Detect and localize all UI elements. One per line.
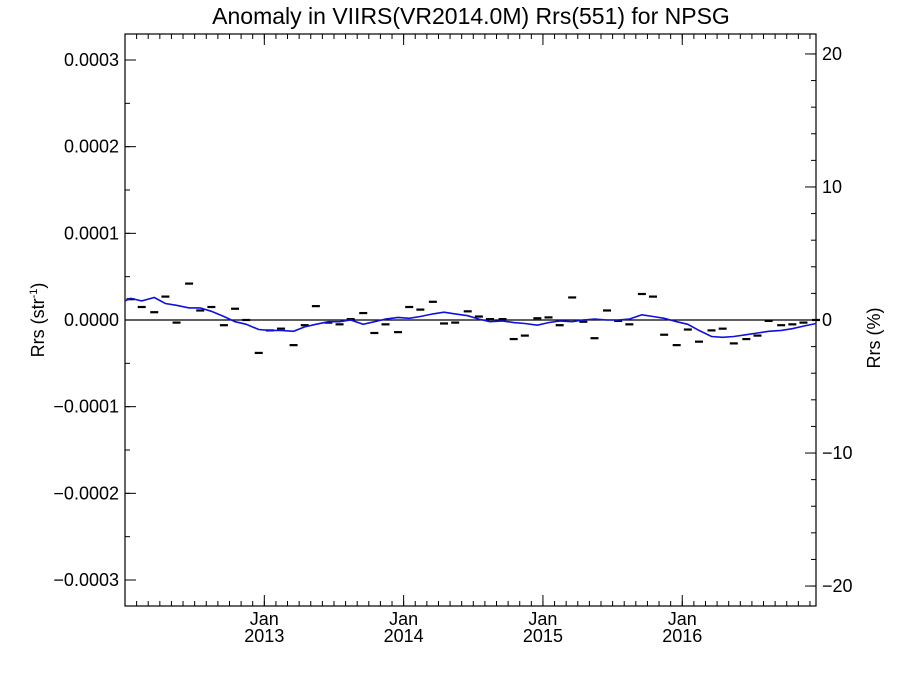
y2-tick-label: 0 <box>822 310 832 330</box>
x-tick-year-label: 2014 <box>384 626 424 646</box>
y2-tick-label: −10 <box>822 443 853 463</box>
anomaly-smoothed-line <box>124 296 817 339</box>
y-tick-label: 0.0001 <box>64 223 119 243</box>
y-tick-label: 0.0000 <box>64 310 119 330</box>
y-axis-label: Rrs (str-1) <box>28 283 48 358</box>
y2-axis-label: Rrs (%) <box>864 308 884 369</box>
x-tick-month-label: Jan <box>389 609 418 629</box>
chart-title: Anomaly in VIIRS(VR2014.0M) Rrs(551) for… <box>212 3 730 29</box>
x-tick-year-label: 2015 <box>523 626 563 646</box>
y2-tick-label: −20 <box>822 576 853 596</box>
plot-marks <box>124 282 820 355</box>
y-tick-label: −0.0001 <box>53 397 119 417</box>
x-tick-year-label: 2016 <box>662 626 702 646</box>
y-axis-right: 20 10 0 −10 −20 <box>805 44 853 596</box>
y2-tick-label: 20 <box>822 44 842 64</box>
y-axis-left: 0.0003 0.0002 0.0001 0.0000 −0.0001 −0.0002 −0… <box>53 50 136 590</box>
y2-tick-label: 10 <box>822 177 842 197</box>
y-tick-label: −0.0003 <box>53 570 119 590</box>
y-tick-label: 0.0002 <box>64 137 119 157</box>
x-tick-year-label: 2013 <box>244 626 284 646</box>
x-tick-month-label: Jan <box>250 609 279 629</box>
y-tick-label: 0.0003 <box>64 50 119 70</box>
x-tick-month-label: Jan <box>528 609 557 629</box>
y-tick-label: −0.0002 <box>53 483 119 503</box>
x-tick-month-label: Jan <box>668 609 697 629</box>
